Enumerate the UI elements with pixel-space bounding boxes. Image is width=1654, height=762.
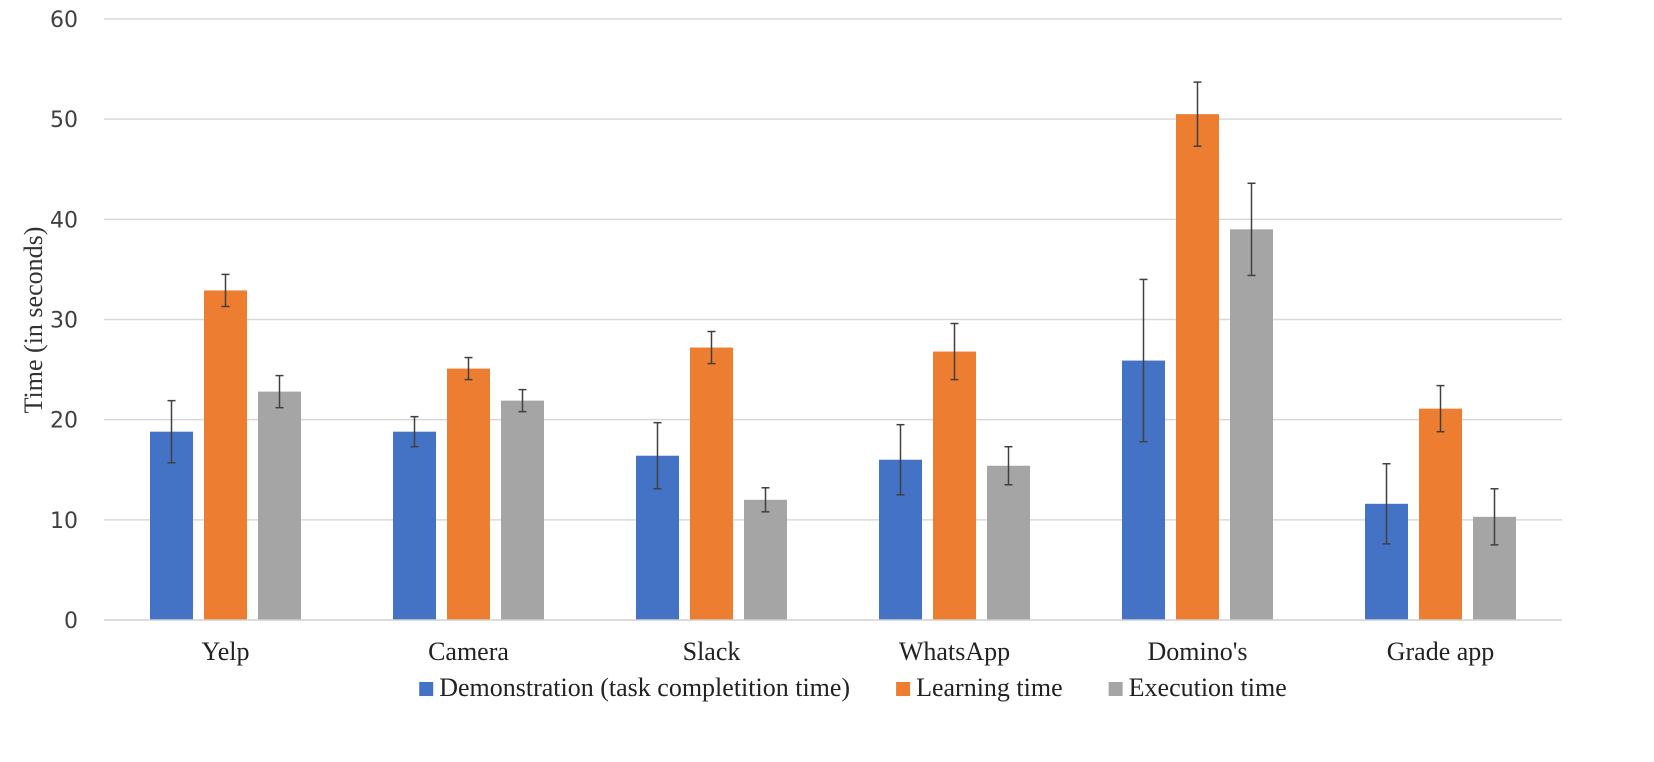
- x-tick-label: Camera: [428, 637, 509, 666]
- legend-swatch: [896, 682, 911, 696]
- x-tick-label: Grade app: [1387, 637, 1495, 666]
- y-tick-label: 30: [50, 309, 78, 334]
- legend-swatch: [419, 682, 434, 696]
- x-tick-label: Yelp: [202, 637, 250, 666]
- legend-swatch: [1108, 682, 1123, 696]
- legend: Demonstration (task completition time) Le…: [419, 673, 1287, 702]
- y-tick-label: 10: [50, 509, 78, 534]
- x-tick-label: WhatsApp: [899, 637, 1010, 666]
- y-axis-title: Time (in seconds): [19, 227, 48, 414]
- legend-item: Demonstration (task completition time): [419, 673, 850, 702]
- y-tick-label: 0: [64, 609, 78, 634]
- bar: [1230, 229, 1273, 620]
- bar: [933, 351, 976, 620]
- y-tick-label: 50: [50, 108, 78, 133]
- x-tick-label: Slack: [683, 637, 741, 666]
- legend-item: Execution time: [1108, 673, 1287, 702]
- y-tick-label: 20: [50, 409, 78, 434]
- bar: [987, 465, 1030, 620]
- bar: [258, 391, 301, 620]
- bar: [204, 290, 247, 620]
- bar: [501, 400, 544, 620]
- legend-label: Execution time: [1129, 673, 1287, 702]
- legend-label: Learning time: [916, 673, 1063, 702]
- legend-item: Learning time: [896, 673, 1063, 702]
- error-bars: [167, 81, 1499, 546]
- bar: [393, 431, 436, 620]
- x-axis-ticks: Yelp Camera Slack WhatsApp Domino's Grade app: [202, 637, 1495, 666]
- bar: [690, 347, 733, 620]
- y-axis-ticks: 0 10 20 30 40 50 60: [50, 8, 78, 634]
- bar: [447, 368, 490, 620]
- x-tick-label: Domino's: [1147, 637, 1247, 666]
- bar: [1176, 114, 1219, 621]
- bars: [150, 114, 1516, 621]
- y-tick-label: 60: [50, 8, 78, 33]
- bar: [744, 499, 787, 620]
- bar: [1419, 408, 1462, 620]
- legend-label: Demonstration (task completition time): [439, 673, 850, 702]
- gridlines: [104, 18, 1562, 521]
- y-tick-label: 40: [50, 208, 78, 233]
